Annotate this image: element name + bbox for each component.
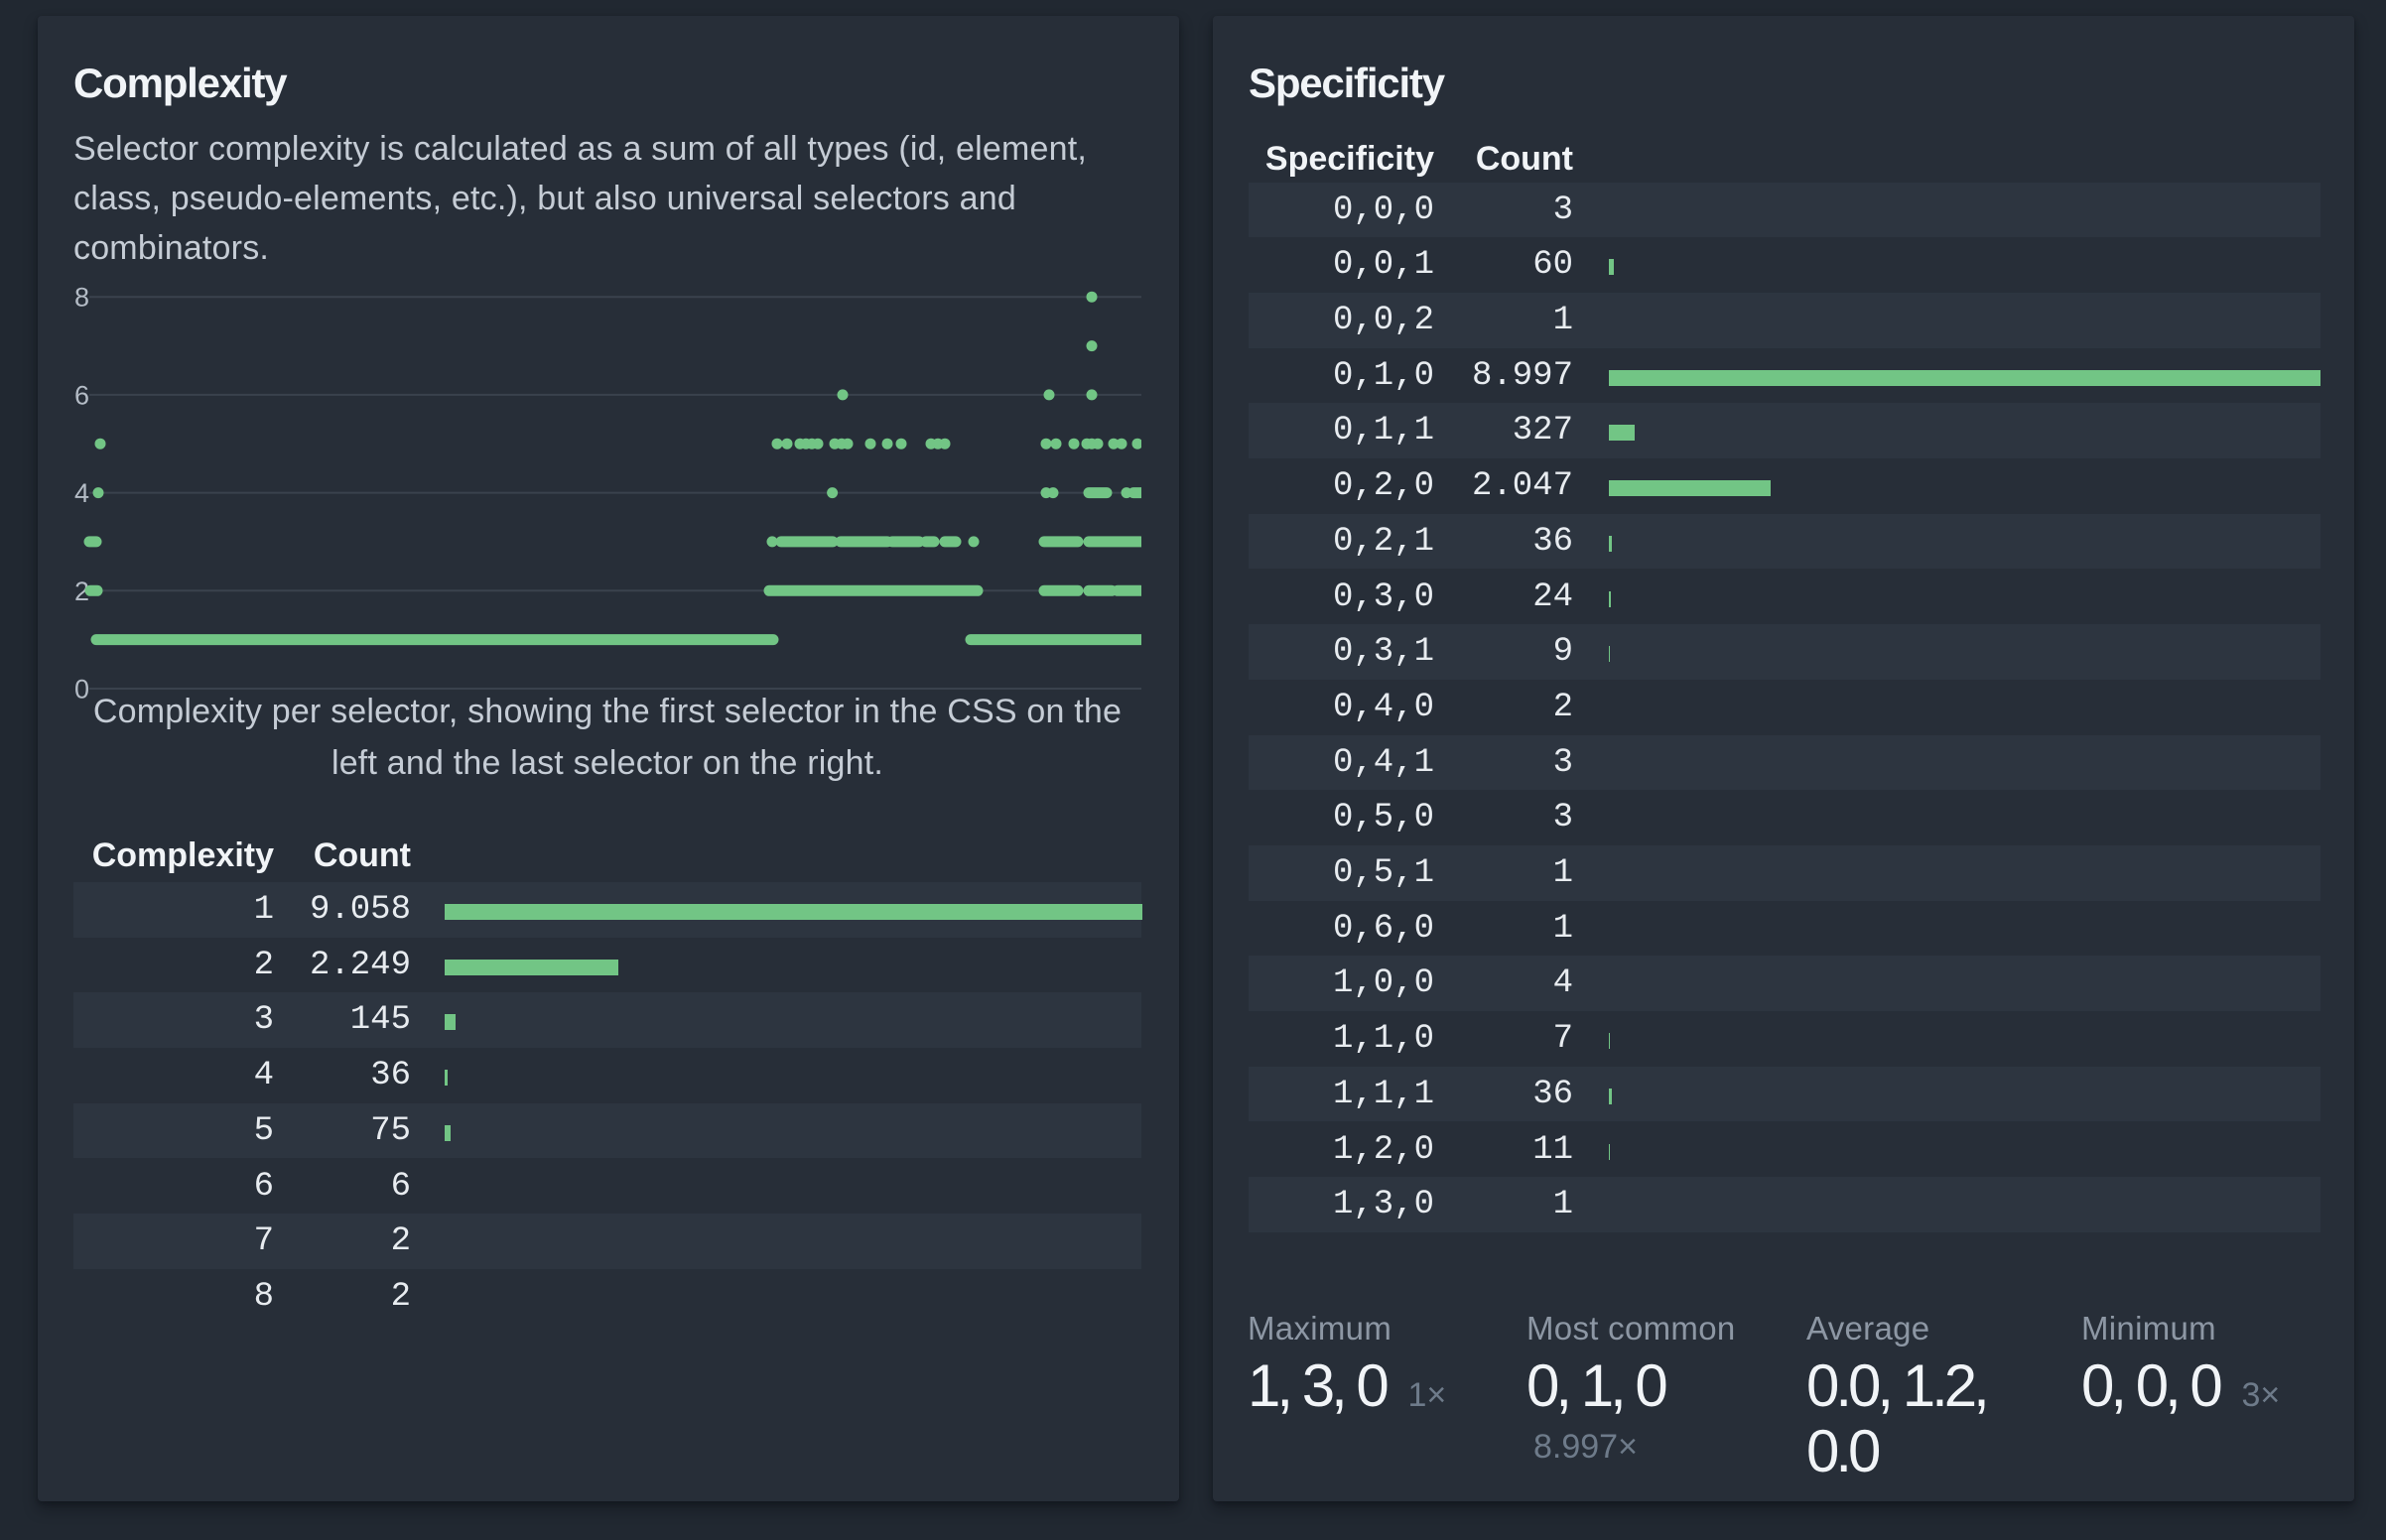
svg-text:2: 2	[74, 577, 89, 606]
svg-text:0: 0	[74, 675, 89, 705]
svg-text:8: 8	[74, 283, 89, 313]
svg-text:6: 6	[74, 380, 89, 410]
svg-text:4: 4	[74, 478, 89, 508]
